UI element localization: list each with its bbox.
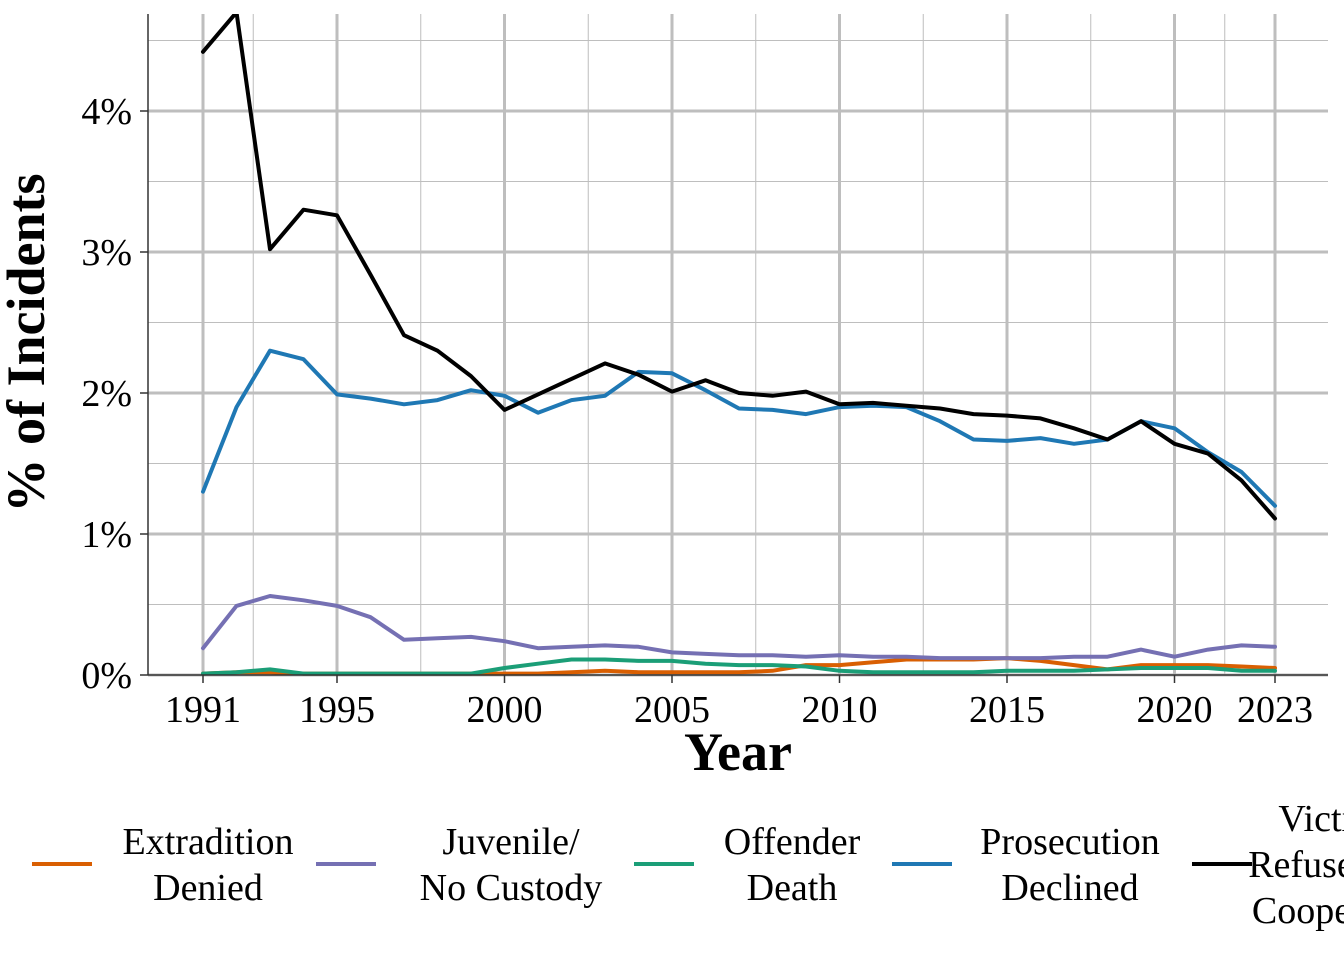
y-tick-label: 0% <box>81 655 132 697</box>
y-tick-label: 2% <box>81 373 132 415</box>
x-tick-label: 2023 <box>1237 689 1313 731</box>
series-line-3 <box>201 348 1277 508</box>
y-tick-label: 3% <box>81 232 132 274</box>
legend-label: Offender <box>724 821 861 863</box>
legend-label: Denied <box>153 867 263 909</box>
legend-item: VictimRefused toCooperate <box>1192 798 1344 932</box>
y-tick-label: 4% <box>81 91 132 133</box>
legend-label: Death <box>747 867 838 909</box>
x-tick-label: 2020 <box>1137 689 1213 731</box>
x-axis-title: Year <box>684 722 792 782</box>
x-tick-label: 1995 <box>299 689 375 731</box>
legend-item: Juvenile/No Custody <box>316 821 602 909</box>
x-tick-label: 2000 <box>467 689 543 731</box>
legend-label: Prosecution <box>980 821 1159 863</box>
tick-labels: 1991 1995 2000 2005 2010 2015 2020 2023 0% 1% 2% 3%… <box>81 91 1313 731</box>
legend-label: Refused to <box>1248 844 1344 886</box>
legend-label: Juvenile/ <box>442 821 580 863</box>
legend-label: Extradition <box>123 821 294 863</box>
series-lines <box>201 14 1277 676</box>
x-tick-label: 2005 <box>634 689 710 731</box>
series-line-2 <box>201 657 1277 676</box>
series-line-1 <box>201 594 1277 661</box>
legend-label: Cooperate <box>1252 890 1344 932</box>
legend-label: Victim <box>1278 798 1344 840</box>
series-line-4 <box>201 14 1277 521</box>
legend-label: No Custody <box>420 867 603 909</box>
axes <box>147 14 1328 676</box>
x-tick-label: 1991 <box>165 689 241 731</box>
legend-label: Declined <box>1001 867 1138 909</box>
grid <box>148 14 1328 677</box>
y-axis-title: % of Incidents <box>0 173 56 512</box>
y-tick-label: 1% <box>81 514 132 556</box>
x-tick-label: 2015 <box>969 689 1045 731</box>
x-tick-label: 2010 <box>802 689 878 731</box>
